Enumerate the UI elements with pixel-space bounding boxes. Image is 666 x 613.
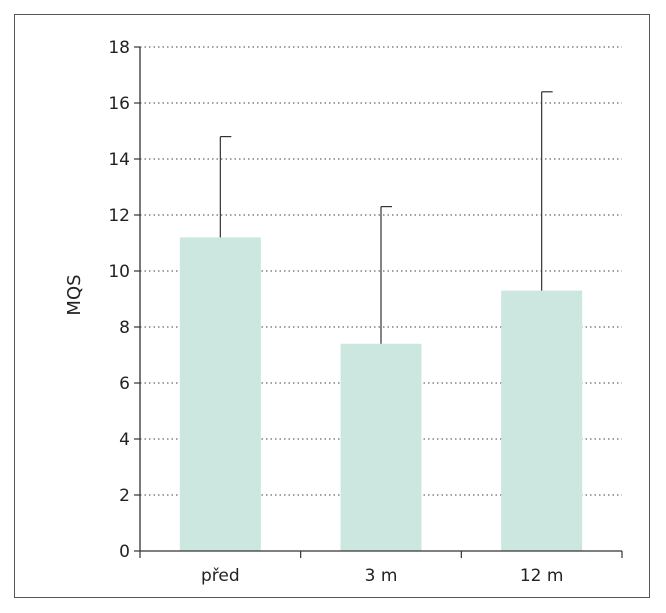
y-tick-label-6: 6 — [119, 374, 130, 394]
x-tick-label-1: před — [201, 566, 240, 586]
y-tick-label-12: 12 — [108, 206, 130, 226]
y-tick-label-18: 18 — [108, 38, 130, 58]
x-tick-labels: před 3 m 12 m — [201, 566, 563, 586]
y-tick-labels: 0 2 4 6 8 10 12 14 16 18 — [108, 38, 130, 562]
y-tick-label-2: 2 — [119, 486, 130, 506]
y-tick-label-8: 8 — [119, 318, 130, 338]
y-tick-label-4: 4 — [119, 430, 130, 450]
y-tick-label-16: 16 — [108, 94, 130, 114]
y-axis-title: MQS — [64, 274, 85, 315]
bar-2 — [341, 344, 422, 551]
bar-1 — [180, 237, 261, 551]
y-tick-label-14: 14 — [108, 150, 130, 170]
x-tick-label-3: 12 m — [520, 566, 564, 586]
bar-3 — [501, 291, 582, 551]
y-tick-label-10: 10 — [108, 262, 130, 282]
y-tick-label-0: 0 — [119, 542, 130, 562]
x-tick-label-2: 3 m — [365, 566, 398, 586]
